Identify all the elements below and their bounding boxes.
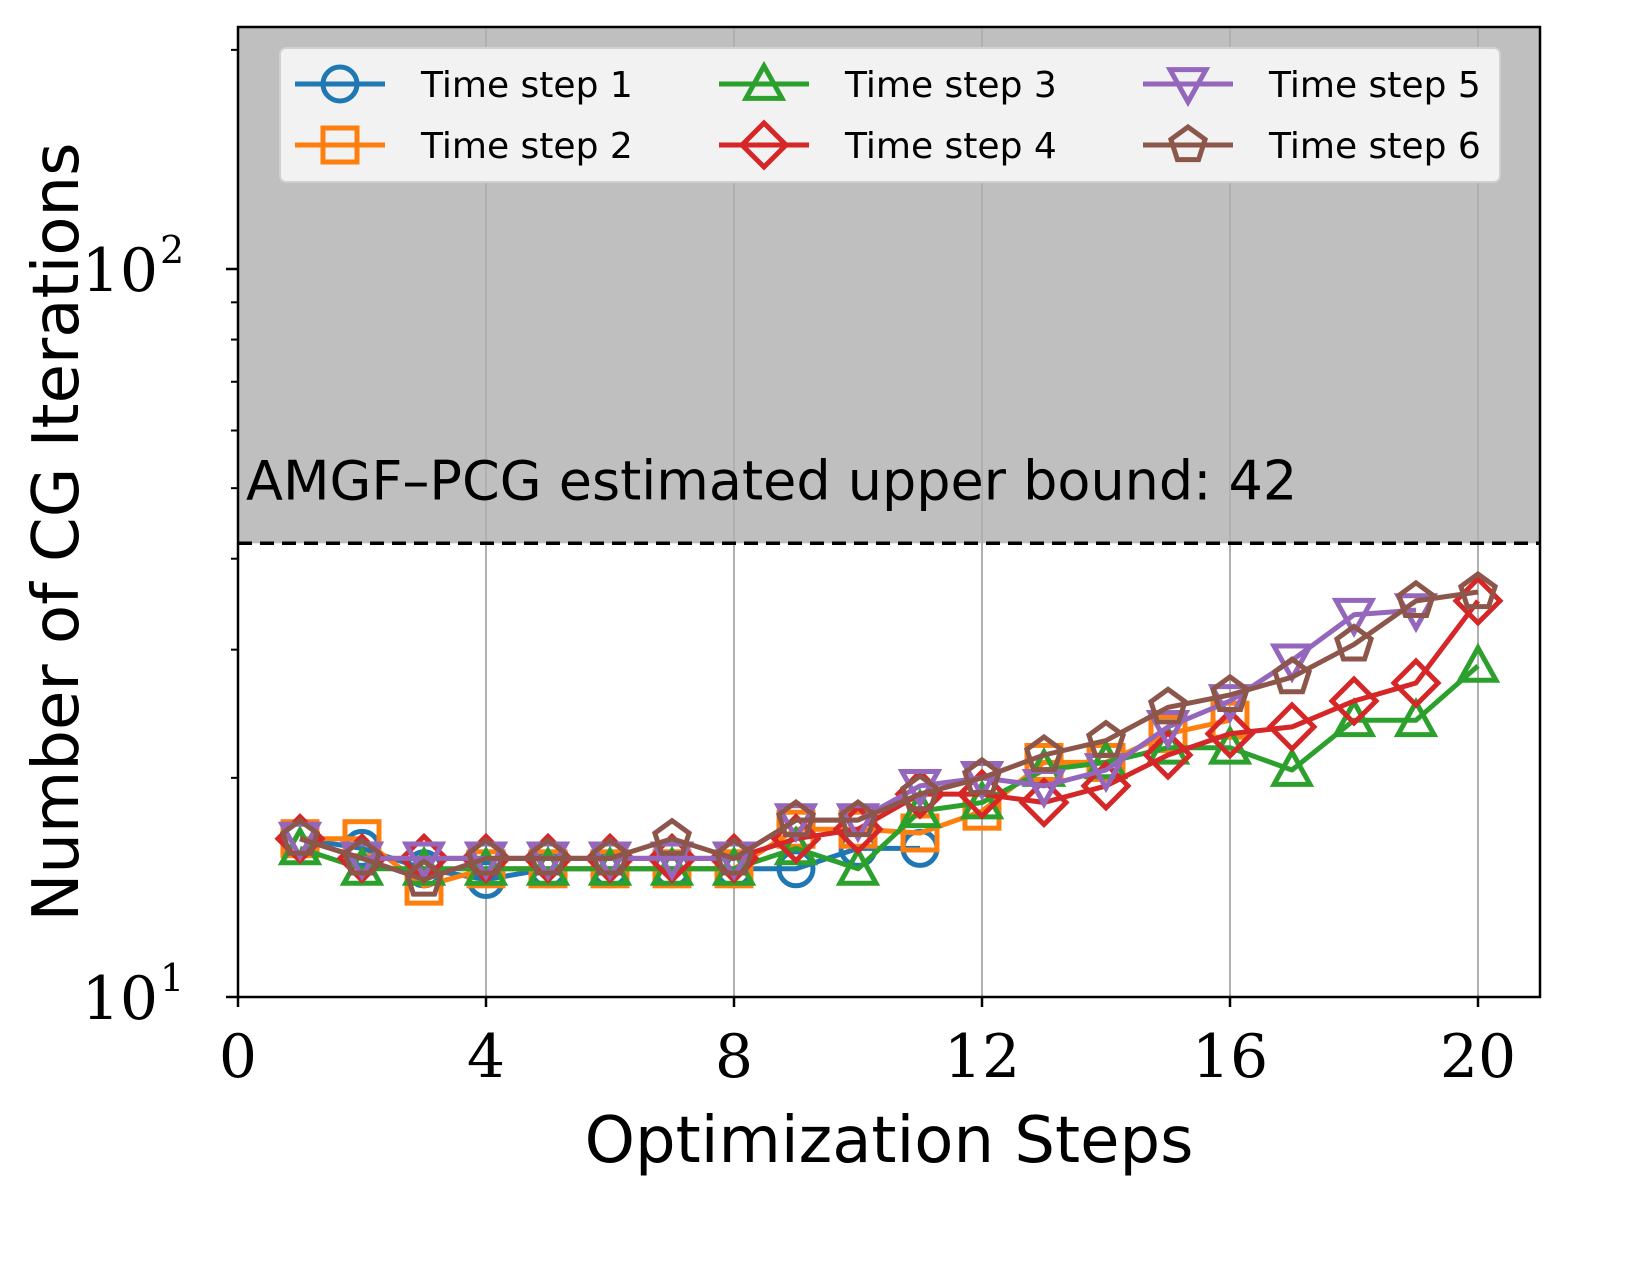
legend-marker (741, 60, 787, 101)
series-6 (279, 570, 1499, 897)
legend-label: Time step 3 (844, 65, 1057, 106)
data-point (341, 837, 383, 876)
data-point (651, 817, 693, 856)
data-point (1395, 579, 1437, 618)
data-point (776, 849, 816, 889)
series-4 (274, 575, 1504, 884)
plot-frame (236, 25, 1542, 999)
series-layer (274, 570, 1504, 906)
legend-marker (320, 125, 360, 165)
data-point (1331, 597, 1377, 638)
data-point (899, 773, 941, 812)
data-point (1266, 701, 1318, 753)
y-tick-label: 10 (82, 236, 158, 306)
legend-entry: Time step 4 (719, 119, 1057, 171)
legend-marker (1167, 123, 1209, 163)
data-point (527, 837, 569, 876)
x-tick-label: 8 (715, 1022, 753, 1092)
data-point (1080, 760, 1132, 812)
legend-marker (738, 119, 790, 171)
y-tick-label: 10 (82, 964, 158, 1034)
data-point (1328, 675, 1380, 727)
data-point (1393, 593, 1439, 634)
y-axis-label: Number of CG Iterations (20, 143, 94, 922)
legend-label: Time step 2 (420, 126, 633, 167)
data-point (1455, 642, 1501, 683)
legend: Time step 1 Time step 2 Time step 3 Time st… (279, 47, 1501, 183)
data-point (775, 799, 817, 838)
data-point (897, 769, 943, 810)
data-point (837, 799, 879, 838)
legend-entry: Time step 3 (719, 60, 1057, 106)
x-tick-label: 20 (1440, 1022, 1516, 1092)
data-point (711, 841, 757, 882)
data-point (1207, 684, 1253, 725)
data-point (1083, 739, 1129, 780)
data-point (713, 837, 755, 876)
x-axis-label: Optimization Steps (585, 1104, 1194, 1178)
data-point (279, 817, 321, 856)
legend-entry: Time step 1 (295, 64, 633, 106)
y-tick-exponent: 2 (160, 228, 184, 272)
data-point (1085, 719, 1127, 758)
data-point (1209, 673, 1251, 712)
series-line (299, 599, 1480, 861)
data-point (1147, 686, 1189, 725)
data-point (1393, 697, 1439, 738)
data-point (1145, 710, 1191, 751)
data-point (1333, 623, 1375, 662)
x-tick-label: 16 (1192, 1022, 1268, 1092)
upper-bound-label: AMGF–PCG estimated upper bound: 42 (246, 449, 1297, 512)
data-point (401, 841, 447, 882)
legend-entry: Time step 5 (1143, 65, 1481, 108)
legend-label: Time step 5 (1268, 65, 1481, 106)
data-point (649, 841, 695, 882)
data-point (1148, 714, 1188, 754)
x-tick-label: 4 (467, 1022, 505, 1092)
data-point (1269, 746, 1315, 787)
data-point (465, 837, 507, 876)
x-tick-label: 0 (219, 1022, 257, 1092)
legend-marker (320, 64, 360, 104)
data-point (1145, 724, 1191, 765)
y-tick-exponent: 1 (160, 956, 184, 1000)
legend-label: Time step 1 (420, 65, 633, 106)
legend-entry: Time step 6 (1143, 123, 1481, 167)
data-point (961, 756, 1003, 795)
data-point (403, 858, 445, 897)
x-tick-label: 12 (944, 1022, 1020, 1092)
data-point (589, 837, 631, 876)
data-point (1018, 776, 1070, 829)
data-point (1142, 729, 1194, 781)
data-point (1204, 708, 1256, 760)
data-point (1269, 643, 1315, 684)
legend-label: Time step 6 (1268, 126, 1481, 167)
series-line (299, 589, 1479, 882)
data-point (1457, 570, 1499, 610)
data-point (1271, 656, 1313, 695)
legend-marker (1165, 67, 1211, 108)
data-point (835, 845, 881, 886)
data-point (1390, 657, 1442, 709)
legend-entry: Time step 2 (295, 125, 633, 167)
legend-label: Time step 4 (844, 126, 1057, 167)
data-point (1023, 733, 1065, 773)
data-point (1331, 697, 1377, 738)
